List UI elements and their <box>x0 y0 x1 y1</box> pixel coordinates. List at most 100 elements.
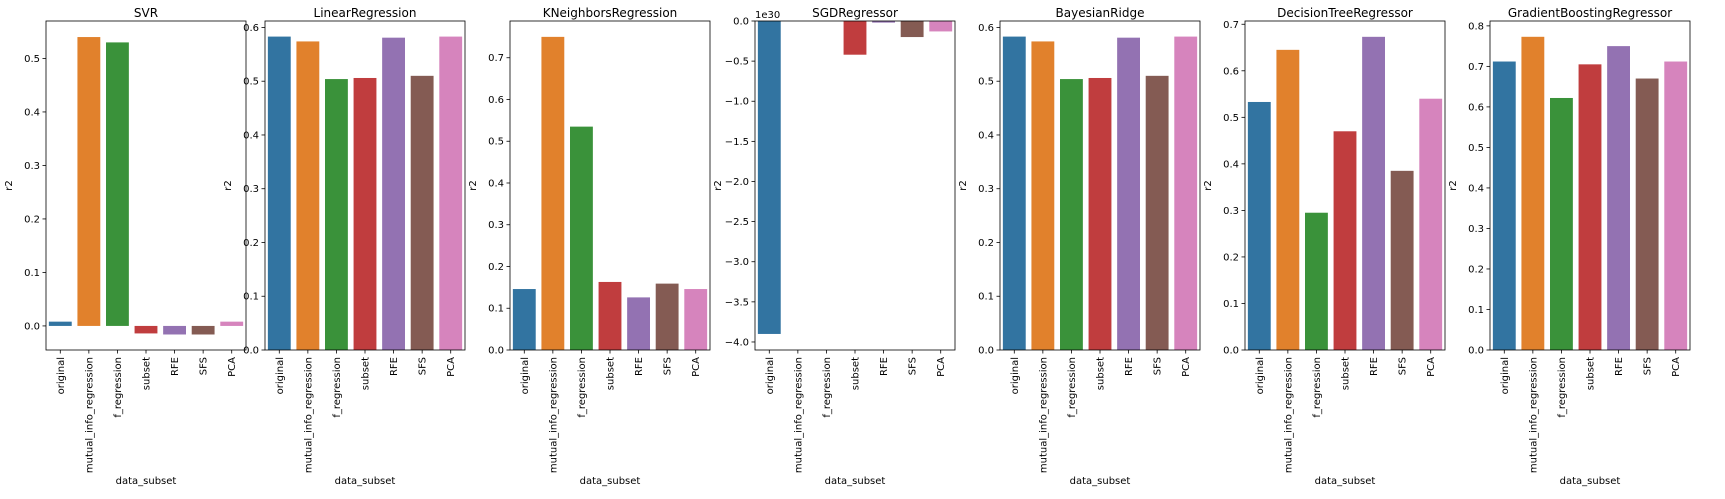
bar-SFS <box>1635 78 1659 350</box>
bar-mutual_info_regression <box>1276 49 1300 350</box>
bar-SFS <box>1390 170 1414 350</box>
bar-RFE <box>1362 36 1385 350</box>
bar-f_regression <box>325 79 348 350</box>
x-tick-label: f_regression <box>1312 357 1323 418</box>
y-tick-label: 0.6 <box>1223 66 1239 77</box>
chart-title: KNeighborsRegression <box>543 6 678 20</box>
chart-title: BayesianRidge <box>1056 6 1145 20</box>
x-tick-label: subset <box>851 357 862 390</box>
chart-title: GradientBoostingRegressor <box>1508 6 1672 20</box>
y-tick-label: −2.0 <box>725 177 749 188</box>
y-tick-label: −0.5 <box>725 57 749 68</box>
bar-original <box>267 36 291 351</box>
bar-subset <box>353 77 377 350</box>
y-tick-label: 0.1 <box>1223 299 1239 310</box>
y-tick-label: 0.0 <box>488 346 504 357</box>
bar-RFE <box>872 21 895 23</box>
subplot-5: 0.0 0.1 0.2 0.3 0.4 0.5 0.6 0.7 original mutual_i… <box>1203 6 1446 487</box>
x-tick-label: SFS <box>1153 357 1164 375</box>
y-tick-label: 0.6 <box>243 23 259 34</box>
bar-subset <box>134 325 158 334</box>
bar-f_regression <box>570 126 593 350</box>
x-tick-label: SFS <box>908 357 919 375</box>
bar-original <box>1002 36 1026 351</box>
bar-mutual_info_regression <box>296 41 320 351</box>
x-tick-label: PCA <box>691 357 702 377</box>
bar-original <box>1492 61 1516 351</box>
chart-title: SVR <box>134 6 158 20</box>
bar-SFS <box>410 75 434 350</box>
x-tick-label: original <box>1500 357 1511 394</box>
x-tick-label: mutual_info_regression <box>1038 357 1049 473</box>
y-tick-label: −1.5 <box>725 137 749 148</box>
x-tick-label: subset <box>1586 357 1597 390</box>
y-tick-label: 0.6 <box>488 95 504 106</box>
bar-mutual_info_regression <box>1521 36 1545 351</box>
y-tick-label: 0.5 <box>978 77 994 88</box>
bar-RFE <box>382 37 405 351</box>
y-tick-label: 0.0 <box>24 321 40 332</box>
subplot-2: 0.0 0.1 0.2 0.3 0.4 0.5 0.6 0.7 original mutual_i… <box>468 6 711 487</box>
x-tick-label: PCA <box>1426 357 1437 377</box>
x-tick-label: f_regression <box>822 357 833 418</box>
bar-PCA <box>1664 61 1688 351</box>
y-tick-label: 0.3 <box>243 184 259 195</box>
y-tick-label: 0.3 <box>488 220 504 231</box>
bar-subset <box>1333 131 1357 350</box>
x-axis-label: data_subset <box>335 476 396 487</box>
y-tick-label: 0.3 <box>978 184 994 195</box>
bar-PCA <box>929 21 953 32</box>
x-tick-label: mutual_info_regression <box>793 357 804 473</box>
x-axis-label: data_subset <box>1560 476 1621 487</box>
bar-RFE <box>163 325 186 335</box>
y-tick-label: 0.6 <box>978 23 994 34</box>
y-tick-label: −1.0 <box>725 97 749 108</box>
bar-SFS <box>655 283 679 350</box>
y-tick-label: −3.5 <box>725 297 749 308</box>
y-tick-label: 0.7 <box>488 53 504 64</box>
y-tick-label: 0.4 <box>1223 159 1239 170</box>
y-axis-label: r2 <box>1203 180 1214 190</box>
x-tick-label: subset <box>1096 357 1107 390</box>
x-axis-label: data_subset <box>825 476 886 487</box>
y-tick-label: 0.2 <box>978 238 994 249</box>
y-tick-label: 0.4 <box>24 107 40 118</box>
x-tick-label: RFE <box>1124 357 1135 376</box>
x-tick-label: subset <box>1341 357 1352 390</box>
y-tick-label: 0.8 <box>1468 21 1484 32</box>
bar-PCA <box>1419 98 1443 351</box>
y-tick-label: −3.0 <box>725 257 749 268</box>
y-tick-label: 0.5 <box>24 54 40 65</box>
bar-subset <box>598 281 622 350</box>
x-tick-label: SFS <box>1643 357 1654 375</box>
y-axis-label: r2 <box>4 180 15 190</box>
bar-original <box>757 21 781 334</box>
y-tick-label: −2.5 <box>725 217 749 228</box>
y-tick-label: 0.5 <box>488 137 504 148</box>
bar-subset <box>1088 77 1112 350</box>
x-tick-label: f_regression <box>1067 357 1078 418</box>
x-tick-label: RFE <box>634 357 645 376</box>
chart-title: LinearRegression <box>314 6 417 20</box>
y-tick-label: 0.0 <box>1223 346 1239 357</box>
y-tick-label: 0.7 <box>1468 62 1484 73</box>
x-tick-label: RFE <box>170 357 181 376</box>
x-tick-label: RFE <box>1614 357 1625 376</box>
y-tick-label: 0.0 <box>978 346 994 357</box>
x-tick-label: f_regression <box>1557 357 1568 418</box>
bar-PCA <box>1174 36 1198 351</box>
bar-SFS <box>900 21 924 38</box>
y-tick-label: 0.3 <box>1468 224 1484 235</box>
x-tick-label: PCA <box>227 357 238 377</box>
bar-original <box>48 321 72 326</box>
x-tick-label: SFS <box>199 357 210 375</box>
subplot-0: 0.0 0.1 0.2 0.3 0.4 0.5 original mutual_info_re… <box>4 6 247 487</box>
x-tick-label: PCA <box>446 357 457 377</box>
bar-SFS <box>191 325 215 335</box>
x-tick-label: PCA <box>1181 357 1192 377</box>
x-tick-label: RFE <box>879 357 890 376</box>
x-axis-label: data_subset <box>1070 476 1131 487</box>
y-tick-label: −4.0 <box>725 337 749 348</box>
y-axis-label: r2 <box>223 180 234 190</box>
